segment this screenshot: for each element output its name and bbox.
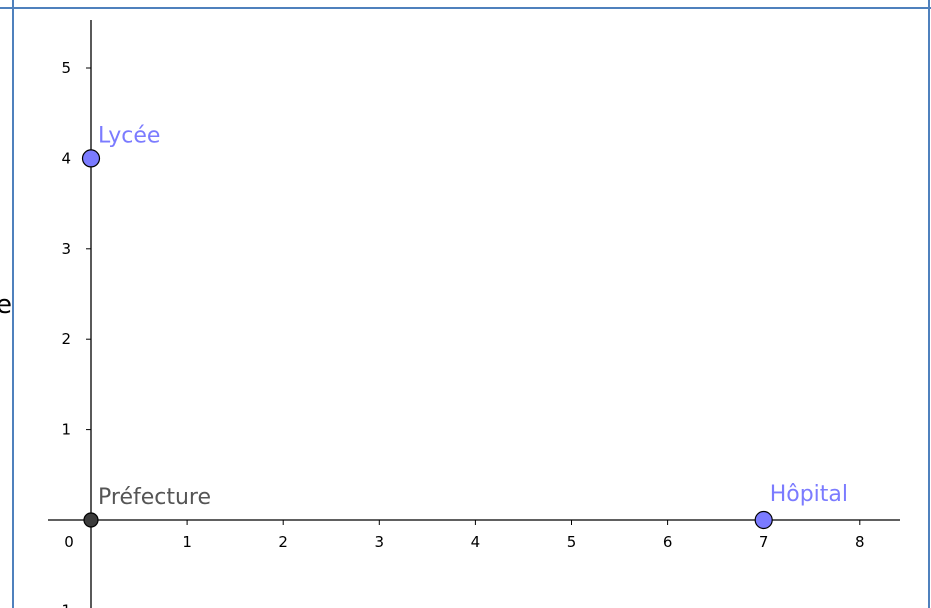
point-marker: [754, 510, 773, 530]
x-tick-label: 3: [375, 533, 385, 551]
point-marker: [83, 512, 99, 528]
y-tick-label: 3: [61, 240, 71, 258]
clipped-text: e: [0, 290, 12, 320]
x-tick-label: 8: [855, 533, 865, 551]
x-tick-label: 1: [182, 533, 192, 551]
x-tick-label: 0: [64, 533, 74, 551]
y-tick-label: 4: [61, 149, 71, 167]
point-label: Hôpital: [770, 482, 848, 507]
x-tick-label: 7: [759, 533, 769, 551]
point-label: Lycée: [98, 123, 160, 148]
y-tick-label: 5: [61, 59, 71, 77]
x-tick-label: 5: [567, 533, 577, 551]
x-tick-label: 6: [663, 533, 673, 551]
y-tick-label: 1: [61, 421, 71, 439]
axis-ticks: 0 1 2 3 4 5 6 7 8 1 2 3 4 5 -1: [56, 59, 865, 608]
y-tick-label: 2: [61, 330, 71, 348]
point-label: Préfecture: [98, 485, 211, 510]
x-tick-label: 4: [471, 533, 481, 551]
y-tick-label: -1: [56, 601, 71, 608]
point-marker: [81, 149, 101, 168]
points-layer: Lycée Préfecture Hôpital: [81, 123, 848, 530]
x-tick-label: 2: [278, 533, 288, 551]
